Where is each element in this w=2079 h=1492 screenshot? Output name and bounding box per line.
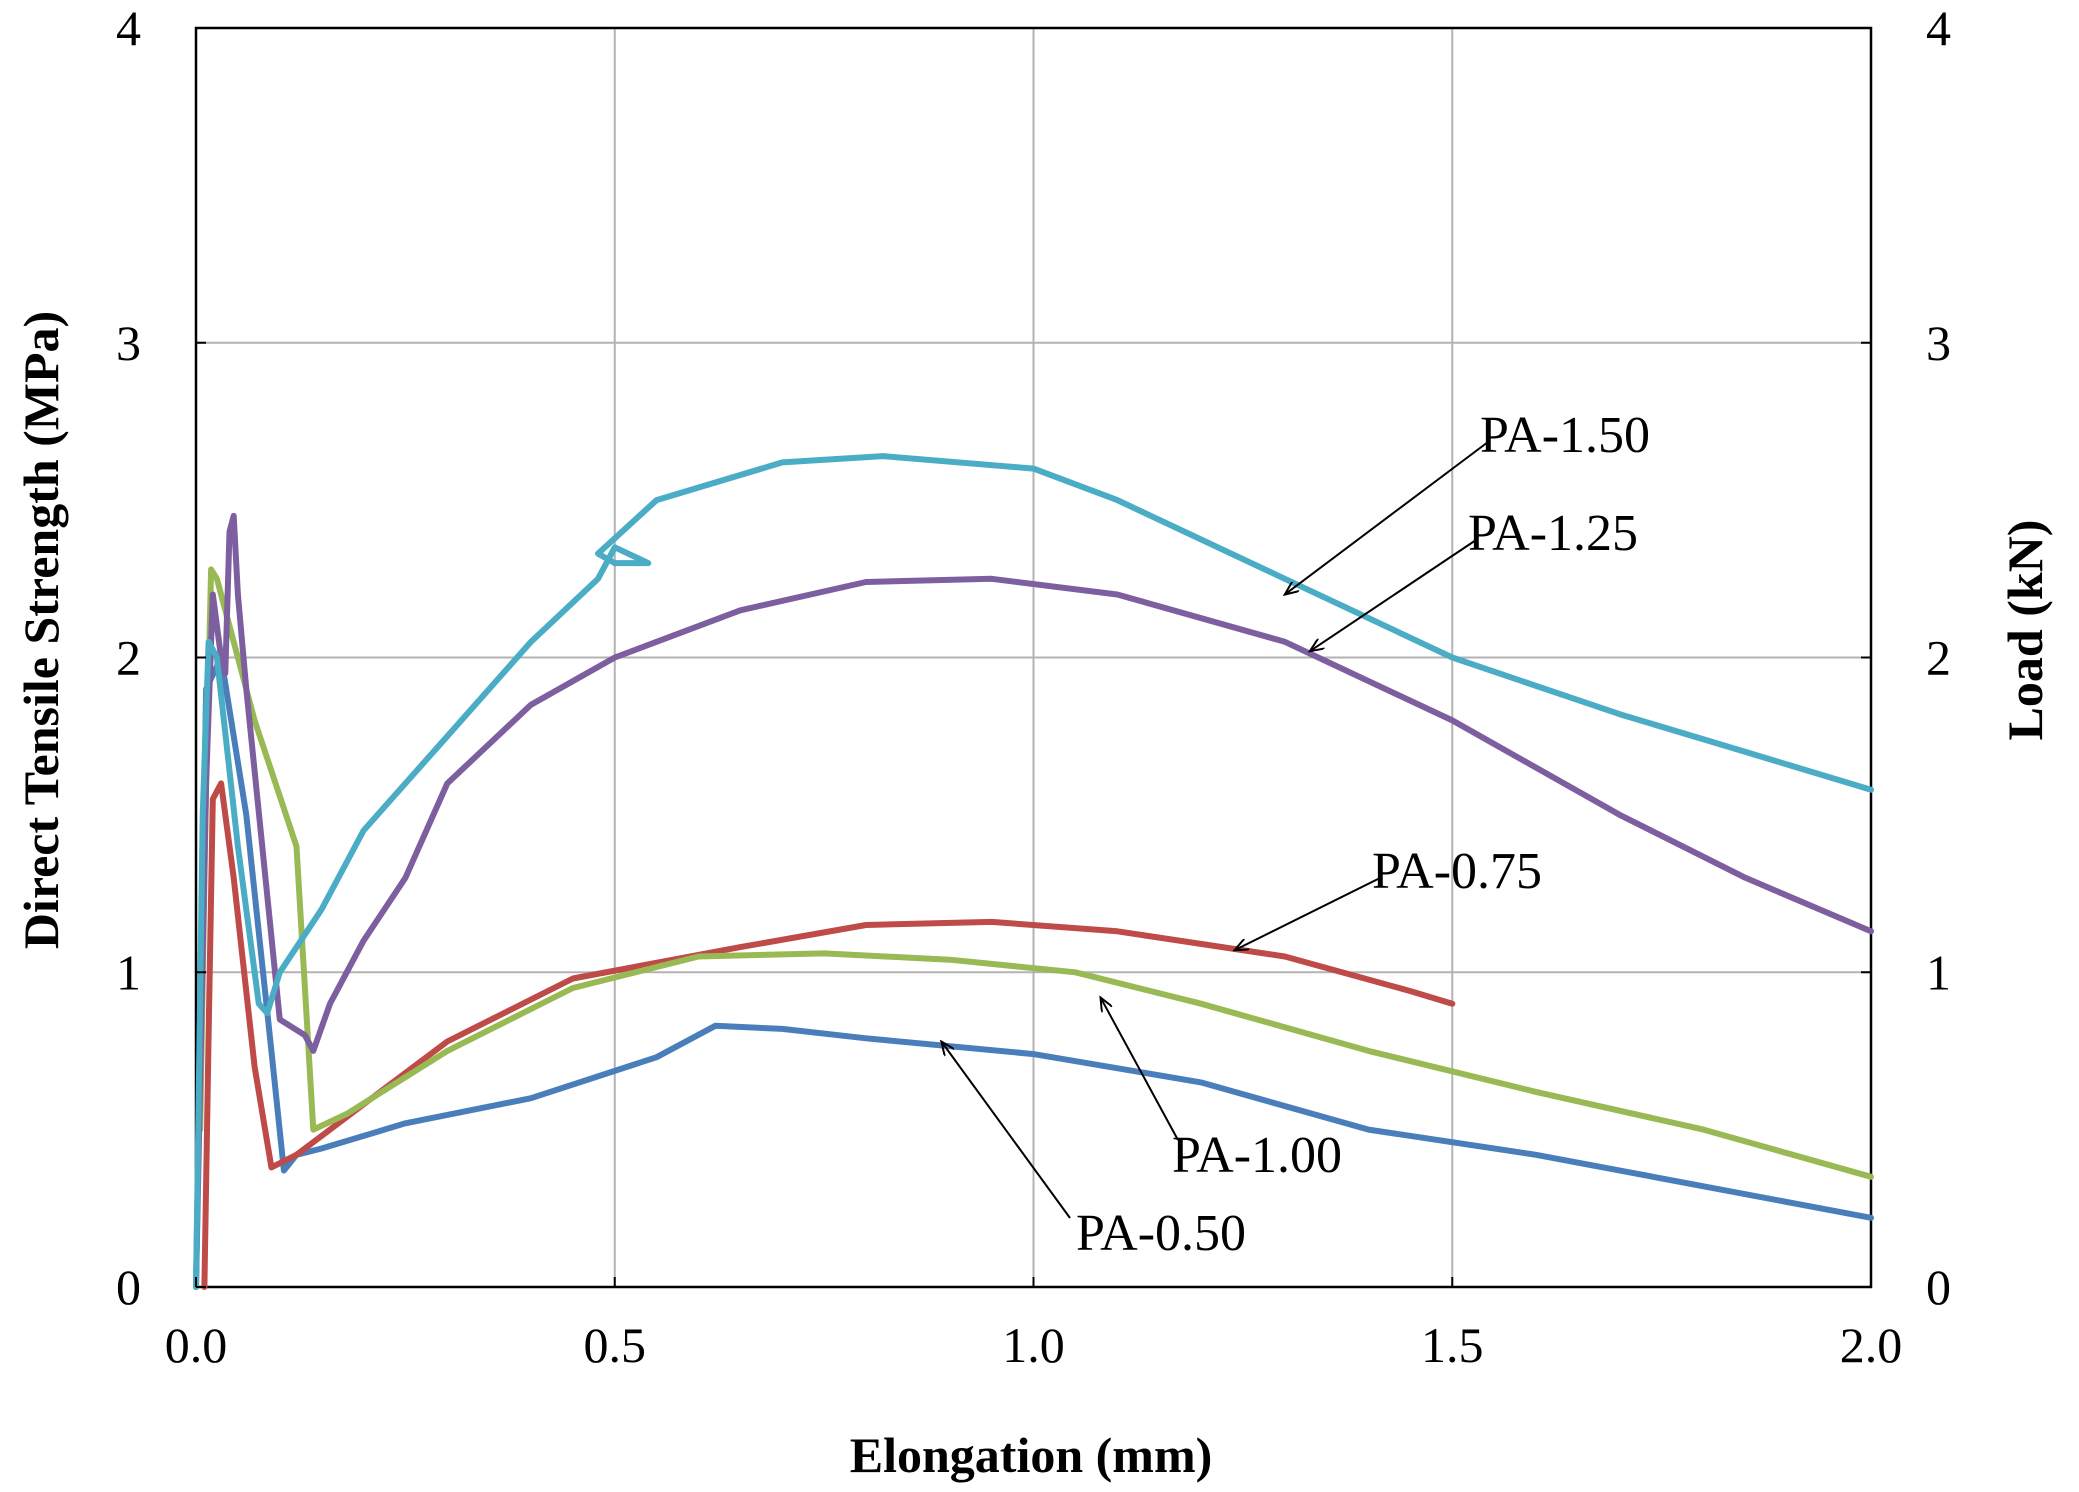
y2-tick-label: 3 <box>1926 315 1951 371</box>
x-tick-label: 1.5 <box>1421 1317 1484 1373</box>
series-PA-0.75 <box>201 780 1456 1290</box>
y2-axis-title: Load (kN) <box>1997 520 2053 741</box>
x-tick-label: 1.0 <box>1002 1317 1065 1373</box>
x-tick-label: 0.5 <box>584 1317 647 1373</box>
y-tick-label: 3 <box>116 315 141 371</box>
annotation-label: PA-1.00 <box>1172 1127 1342 1184</box>
y2-tick-label: 4 <box>1926 0 1951 56</box>
grid <box>196 28 1871 1287</box>
y-tick-label: 0 <box>116 1259 141 1315</box>
series-layer <box>193 453 1874 1290</box>
annotation-label: PA-0.50 <box>1076 1205 1246 1262</box>
x-axis-title: Elongation (mm) <box>850 1427 1213 1483</box>
y-tick-label: 1 <box>116 944 141 1000</box>
y2-tick-label: 0 <box>1926 1259 1951 1315</box>
annotation-arrow <box>1101 997 1179 1141</box>
y-tick-label: 4 <box>116 0 141 56</box>
y2-tick-label: 2 <box>1926 630 1951 686</box>
annotation-arrow <box>941 1041 1071 1219</box>
annotation-arrow <box>1235 877 1381 950</box>
annotation-arrow <box>1285 441 1489 595</box>
series-PA-1.50 <box>193 453 1874 1290</box>
x-tick-label: 2.0 <box>1840 1317 1903 1373</box>
y-tick-label: 2 <box>116 630 141 686</box>
annotation-label: PA-1.25 <box>1468 505 1638 562</box>
annotation-label: PA-0.75 <box>1372 843 1542 900</box>
y-axis-title: Direct Tensile Strength (MPa) <box>13 311 69 949</box>
tick-labels: 0.0 0.5 1.0 1.5 2.0 0 1 2 3 4 0 1 2 3 4 <box>116 0 1951 1373</box>
y2-tick-label: 1 <box>1926 944 1951 1000</box>
x-tick-label: 0.0 <box>165 1317 228 1373</box>
series-PA-0.50 <box>193 654 1874 1290</box>
series-PA-1.00 <box>197 566 1874 1180</box>
series-PA-1.25 <box>193 512 1874 1290</box>
annotation-label: PA-1.50 <box>1480 407 1650 464</box>
annotation-arrow <box>1310 539 1477 651</box>
annotations: PA-1.50 PA-1.25 PA-0.75 PA-1.00 PA-0.50 <box>941 407 1650 1262</box>
